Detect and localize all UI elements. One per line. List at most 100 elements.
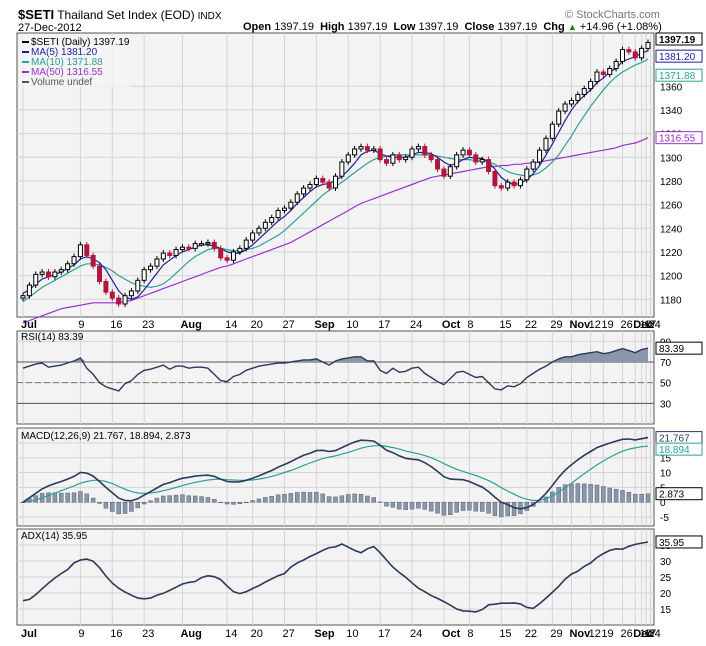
- macd-histogram-bar: [282, 493, 287, 503]
- x-axis-label-bottom: 12: [589, 628, 601, 640]
- x-axis-label-top: Dec: [633, 319, 653, 331]
- macd-histogram-bar: [607, 487, 612, 503]
- candle: [243, 239, 249, 249]
- x-axis-label-top: 17: [378, 319, 390, 331]
- rsi-overbought-fill: [23, 348, 648, 362]
- macd-histogram-bar: [320, 493, 325, 503]
- candle: [543, 137, 549, 151]
- x-axis-label-top: 12: [589, 319, 601, 331]
- macd-histogram-bar: [71, 492, 77, 503]
- macd-histogram-bar: [90, 497, 96, 503]
- macd-histogram-bar: [594, 484, 600, 503]
- x-axis-label-bottom: 10: [640, 628, 652, 640]
- x-axis-label-top: Aug: [180, 319, 201, 331]
- signal-tag: 18.894: [659, 445, 690, 456]
- macd-histogram-bar: [122, 501, 128, 514]
- price-y-tick: 1240: [660, 224, 683, 235]
- low-label: Low: [393, 21, 416, 33]
- low-value: 1397.19: [418, 21, 459, 33]
- macd-histogram-bar: [129, 501, 134, 512]
- rsi-label: RSI(14) 83.39: [21, 332, 84, 343]
- candle: [632, 51, 638, 59]
- macd-y-tick: 15: [660, 454, 672, 465]
- chart-title: $SETI Thailand Set Index (EOD) INDX: [18, 7, 222, 22]
- candle: [179, 246, 185, 251]
- candle: [454, 154, 460, 168]
- macd-histogram-bar: [435, 501, 440, 514]
- macd-histogram-bar: [339, 495, 345, 503]
- candle: [122, 295, 128, 305]
- adx-label: ADX(14) 35.95: [21, 531, 88, 542]
- macd-histogram-bar: [620, 490, 625, 503]
- x-axis-label-top: Sep: [314, 319, 334, 331]
- candle: [160, 252, 166, 260]
- candle: [492, 170, 498, 187]
- x-axis-label-top: 19: [601, 319, 613, 331]
- candle: [384, 159, 390, 164]
- price-legend-entry: Volume undef: [31, 77, 92, 88]
- candle: [562, 103, 568, 112]
- x-axis-label-bottom: 14: [225, 628, 237, 640]
- candle: [371, 148, 377, 151]
- macd-histogram-bar: [581, 483, 587, 503]
- macd-histogram-bar: [186, 495, 192, 503]
- x-axis-label-bottom: Aug: [180, 628, 201, 640]
- candle: [109, 291, 115, 299]
- candle: [358, 146, 364, 150]
- candle: [269, 217, 275, 223]
- price-legend-bg: [19, 35, 131, 87]
- candle: [26, 284, 32, 297]
- macd-histogram-bar: [161, 495, 166, 503]
- macd-histogram-bar: [243, 501, 249, 503]
- macd-histogram-bar: [454, 501, 459, 513]
- candle: [71, 256, 77, 265]
- candle: [224, 257, 230, 261]
- price-y-tick: 1260: [660, 201, 683, 212]
- high-label: High: [320, 21, 345, 33]
- macd-histogram-bar: [397, 501, 402, 510]
- candle: [211, 241, 217, 249]
- macd-y-tick: 0: [660, 498, 666, 509]
- candle: [46, 271, 52, 278]
- candle: [537, 149, 543, 163]
- macd-histogram-bar: [231, 501, 236, 505]
- ohlc-bar: Open 1397.19 High 1397.19 Low 1397.19 Cl…: [243, 21, 662, 33]
- candle: [148, 265, 154, 271]
- candle: [90, 254, 96, 267]
- candle: [116, 297, 122, 305]
- chart-date: 27-Dec-2012: [18, 22, 82, 34]
- close-value: 1397.19: [497, 21, 538, 33]
- candle: [230, 251, 236, 261]
- rsi-y-tick: 70: [660, 358, 672, 369]
- macd-line: [22, 436, 649, 510]
- x-axis-label-top: 29: [550, 319, 562, 331]
- macd-histogram-bar: [422, 501, 428, 510]
- candle: [250, 232, 256, 241]
- x-axis-label-top: 24: [410, 319, 422, 331]
- candle: [613, 60, 619, 70]
- macd-histogram-bar: [479, 501, 485, 512]
- candle: [498, 185, 504, 189]
- macd-histogram-bar: [288, 493, 294, 503]
- ma5-tag-box: [655, 49, 703, 63]
- candle: [205, 241, 211, 245]
- rsi-y-tick: 50: [660, 379, 672, 390]
- candle: [352, 148, 358, 156]
- macd-histogram-bar: [224, 501, 230, 505]
- candle: [568, 99, 574, 105]
- candle: [390, 154, 396, 164]
- macd-histogram-bar: [486, 501, 491, 514]
- candle: [556, 110, 562, 125]
- macd-histogram-bar: [46, 492, 51, 503]
- macd-histogram-bar: [377, 501, 383, 503]
- candle: [167, 252, 173, 256]
- macd-histogram-bar: [301, 491, 306, 503]
- x-axis-label-bottom: Jul: [21, 628, 37, 640]
- candle: [313, 178, 319, 185]
- candle: [262, 221, 268, 229]
- macd-histogram-bar: [269, 496, 274, 503]
- x-axis-label-top: 15: [499, 319, 511, 331]
- x-axis-label-top: 26: [620, 319, 632, 331]
- x-axis-label-bottom: Oct: [442, 628, 461, 640]
- macd-histogram-bar: [448, 501, 453, 515]
